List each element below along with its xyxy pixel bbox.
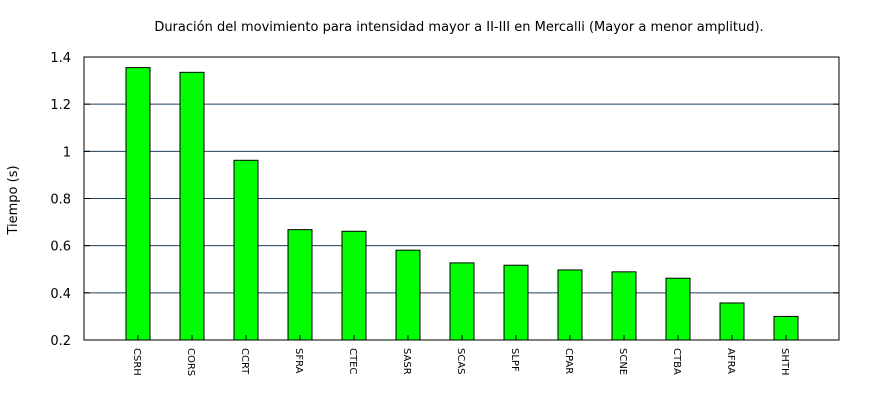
bar-ctec — [341, 230, 367, 341]
y-tick-label: 0.4 — [50, 287, 71, 302]
x-tick-label-ctec: CTEC — [347, 348, 358, 374]
y-tick-label: 1 — [63, 145, 71, 160]
x-tick-label-cpar: CPAR — [563, 348, 574, 374]
x-tick-label-ctba: CTBA — [671, 348, 682, 375]
bar-csrh — [125, 67, 151, 341]
bar-sasr — [395, 249, 421, 341]
y-tick-label: 0.2 — [50, 334, 71, 349]
bar-afra — [719, 302, 745, 341]
gridlines — [84, 103, 839, 294]
x-tick-label-ccrt: CCRT — [239, 348, 250, 375]
x-tick-label-slpf: SLPF — [509, 348, 520, 372]
bar-ctba — [665, 277, 691, 341]
x-tick-label-csrh: CSRH — [131, 348, 142, 376]
bar-slpf — [503, 264, 529, 341]
chart-title: Duración del movimiento para intensidad … — [154, 20, 763, 35]
bar-sfra — [287, 229, 313, 341]
x-tick-label-scas: SCAS — [455, 348, 466, 375]
bar-scne — [611, 271, 637, 341]
y-tick-label: 0.8 — [50, 193, 71, 208]
bar-scas — [449, 262, 475, 341]
bars — [125, 67, 799, 341]
y-tick-label: 1.2 — [50, 98, 71, 113]
x-ticks: CSRH CORS CCRT SFRA CTEC SASR SCAS SLPF CPAR SCNE… — [131, 335, 790, 376]
bar-ccrt — [233, 159, 259, 341]
x-tick-label-scne: SCNE — [617, 348, 628, 375]
bar-cpar — [557, 269, 583, 341]
x-tick-label-afra: AFRA — [725, 348, 736, 374]
y-tick-label: 0.6 — [50, 240, 71, 255]
x-tick-label-sfra: SFRA — [293, 348, 304, 374]
y-ticks: 0.2 0.4 0.6 0.8 1 1.2 1.4 — [50, 51, 839, 349]
x-tick-label-sasr: SASR — [401, 348, 412, 375]
y-tick-label: 1.4 — [50, 51, 71, 66]
x-tick-label-cors: CORS — [185, 348, 196, 376]
y-axis-label: Tiempo (s) — [6, 165, 21, 235]
bar-cors — [179, 71, 205, 341]
x-tick-label-shth: SHTH — [779, 348, 790, 376]
